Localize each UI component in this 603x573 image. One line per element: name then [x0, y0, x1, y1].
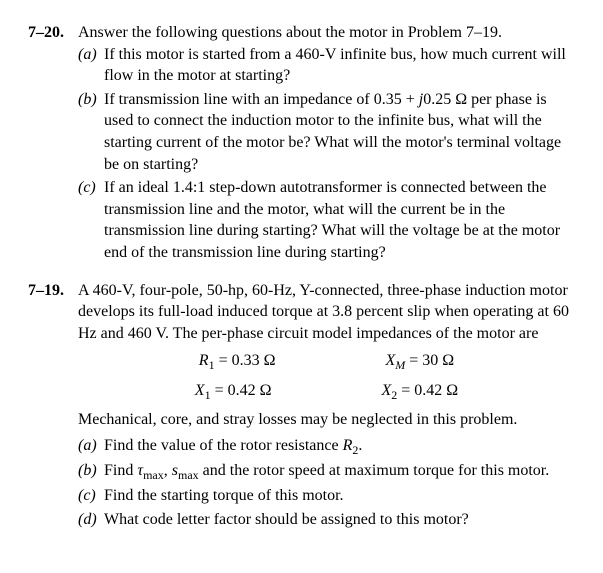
sub-a: (a) Find the value of the rotor resistan…	[78, 435, 575, 458]
equation-row-1: R1 = 0.33 Ω XM = 30 Ω	[78, 350, 575, 373]
sub-text: If transmission line with an impedance o…	[104, 89, 575, 175]
sub-a: (a) If this motor is started from a 460-…	[78, 44, 575, 87]
eq-r1: R1 = 0.33 Ω	[199, 350, 276, 373]
subscript: max	[143, 468, 164, 482]
eq-x1: X1 = 0.42 Ω	[195, 380, 272, 403]
note-text: Mechanical, core, and stray losses may b…	[78, 409, 575, 431]
sub-text: Find the starting torque of this motor.	[104, 485, 575, 507]
problem-body: Answer the following questions about the…	[78, 22, 575, 266]
sub-b: (b) Find τmax, smax and the rotor speed …	[78, 460, 575, 483]
sub-text: If an ideal 1.4:1 step-down autotransfor…	[104, 177, 575, 263]
sym: X	[382, 382, 392, 399]
sub-label: (c)	[78, 485, 104, 507]
text-part: .	[358, 437, 362, 454]
eq-x2: X2 = 0.42 Ω	[382, 380, 459, 403]
subscript: M	[395, 359, 405, 373]
sub-label: (b)	[78, 89, 104, 175]
sub-b: (b) If transmission line with an impedan…	[78, 89, 575, 175]
sub-label: (b)	[78, 460, 104, 483]
val: = 30 Ω	[405, 352, 454, 369]
eq-xm: XM = 30 Ω	[386, 350, 455, 373]
problem-number: 7–20.	[28, 22, 78, 266]
text-part: ,	[164, 462, 172, 479]
subscript: max	[178, 468, 199, 482]
sub-label: (a)	[78, 435, 104, 458]
text-part: Find the value of the rotor resistance	[104, 437, 343, 454]
sub-text: Find the value of the rotor resistance R…	[104, 435, 575, 458]
text-part: Find	[104, 462, 137, 479]
sub-label: (c)	[78, 177, 104, 263]
sym: X	[195, 382, 205, 399]
sub-text: Find τmax, smax and the rotor speed at m…	[104, 460, 575, 483]
text-part: and the rotor speed at maximum torque fo…	[199, 462, 550, 479]
val: = 0.42 Ω	[397, 382, 458, 399]
text-part: If transmission line with an impedance o…	[104, 91, 419, 108]
val: = 0.33 Ω	[215, 352, 276, 369]
sub-c: (c) If an ideal 1.4:1 step-down autotran…	[78, 177, 575, 263]
equation-row-2: X1 = 0.42 Ω X2 = 0.42 Ω	[78, 380, 575, 403]
problem-7-20: 7–20. Answer the following questions abo…	[28, 22, 575, 266]
problem-7-19: 7–19. A 460-V, four-pole, 50-hp, 60-Hz, …	[28, 280, 575, 533]
sym: R	[343, 437, 353, 454]
intro-text: Answer the following questions about the…	[78, 22, 575, 44]
val: = 0.42 Ω	[211, 382, 272, 399]
sub-text: If this motor is started from a 460-V in…	[104, 44, 575, 87]
intro-text: A 460-V, four-pole, 50-hp, 60-Hz, Y-conn…	[78, 280, 575, 345]
sub-c: (c) Find the starting torque of this mot…	[78, 485, 575, 507]
sub-label: (d)	[78, 509, 104, 531]
sym: X	[386, 352, 396, 369]
sub-text: What code letter factor should be assign…	[104, 509, 575, 531]
sym: R	[199, 352, 209, 369]
problem-body: A 460-V, four-pole, 50-hp, 60-Hz, Y-conn…	[78, 280, 575, 533]
sub-label: (a)	[78, 44, 104, 87]
sub-d: (d) What code letter factor should be as…	[78, 509, 575, 531]
problem-number: 7–19.	[28, 280, 78, 533]
